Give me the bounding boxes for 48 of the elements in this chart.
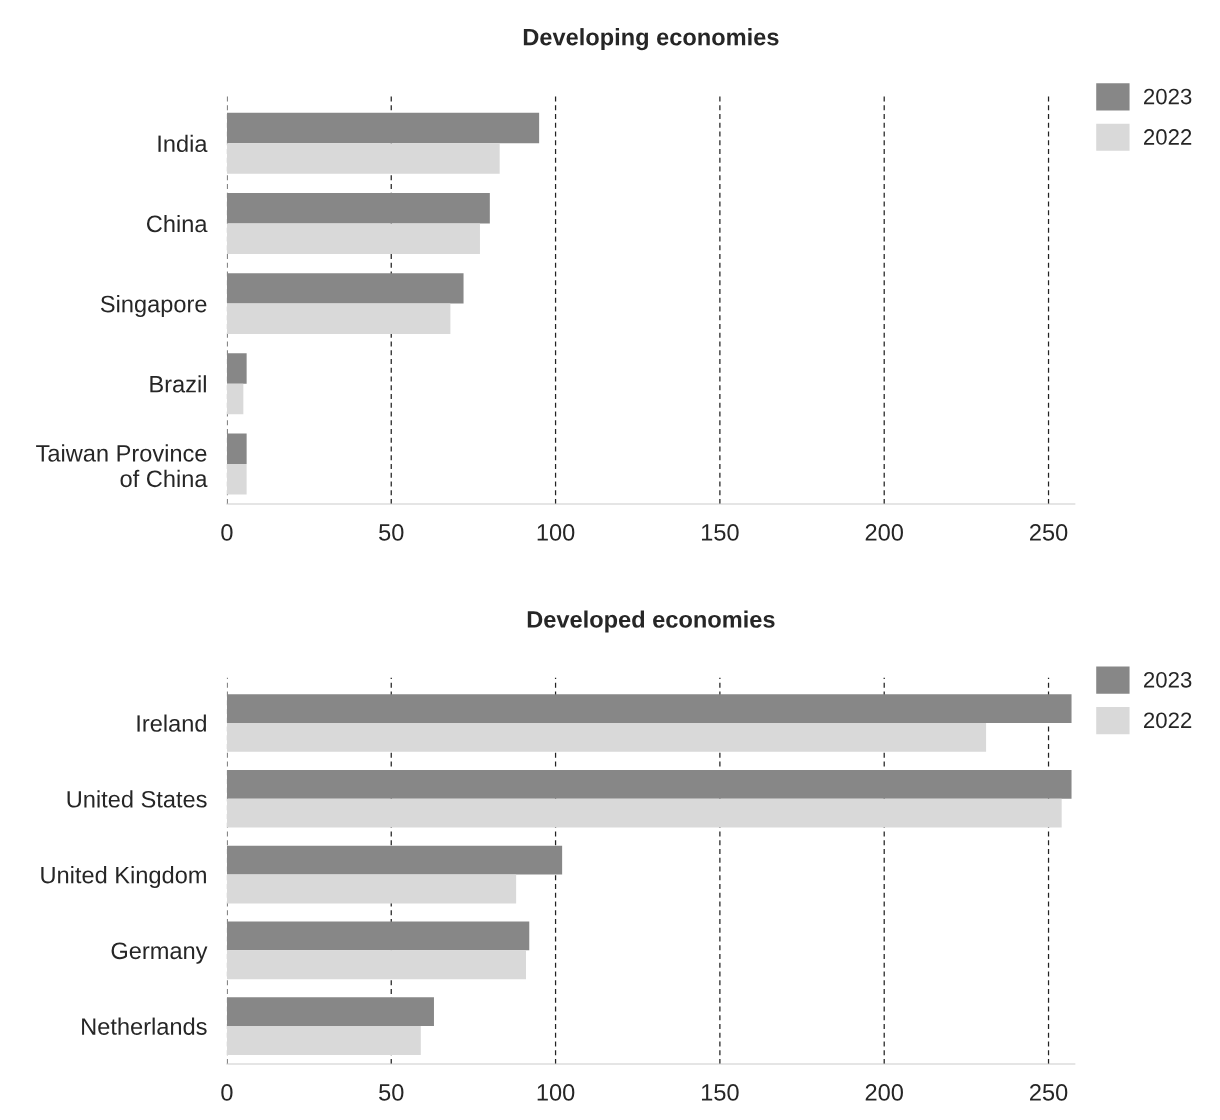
x-tick-label: 150 — [701, 524, 739, 541]
legend-label: 2023 — [1144, 671, 1192, 688]
bar — [226, 770, 1072, 799]
y-tick-label: China — [146, 214, 208, 233]
y-tick-label: Brazil — [150, 375, 206, 393]
x-tick-label: 50 — [379, 524, 404, 541]
bar — [226, 383, 244, 415]
bar — [226, 874, 517, 904]
y-tick-label: Netherlands — [82, 1017, 207, 1035]
bar — [226, 143, 500, 174]
bar — [226, 353, 247, 384]
bar — [226, 921, 530, 951]
bar — [226, 112, 540, 144]
bar — [226, 303, 451, 335]
x-tick-label: 200 — [865, 1084, 903, 1101]
x-tick-label: 0 — [221, 524, 233, 541]
x-tick-label: 0 — [221, 1084, 233, 1101]
bar — [226, 433, 247, 464]
bar — [226, 845, 563, 875]
legend-label: 2023 — [1144, 88, 1192, 105]
chart-title: Developed economies — [527, 610, 775, 633]
bar — [226, 273, 464, 304]
x-tick-label: 250 — [1030, 524, 1068, 541]
bar — [226, 192, 490, 224]
x-tick-label: 100 — [537, 1084, 575, 1101]
bar — [226, 694, 1072, 724]
bar — [226, 798, 1062, 828]
x-tick-label: 250 — [1030, 1084, 1068, 1101]
bar — [226, 463, 247, 495]
x-tick-label: 150 — [701, 1084, 739, 1101]
bar — [226, 997, 434, 1027]
x-tick-label: 50 — [379, 1084, 404, 1101]
y-tick-label: United States — [67, 790, 207, 808]
legend-label: 2022 — [1144, 712, 1192, 729]
bar — [226, 1026, 421, 1055]
y-tick-label: Taiwan Province of China — [36, 444, 208, 488]
y-tick-label: India — [158, 134, 208, 153]
bar — [226, 723, 987, 752]
y-tick-label: United Kingdom — [41, 866, 206, 889]
y-tick-label: Singapore — [100, 295, 207, 318]
legend-label: 2022 — [1144, 129, 1192, 145]
y-tick-label: Ireland — [137, 714, 206, 732]
x-tick-label: 200 — [865, 524, 903, 541]
bar — [226, 950, 526, 980]
y-tick-label: Germany — [111, 942, 208, 964]
bar — [226, 223, 480, 254]
x-tick-label: 100 — [537, 524, 575, 541]
chart-title: Developing economies — [523, 28, 779, 51]
